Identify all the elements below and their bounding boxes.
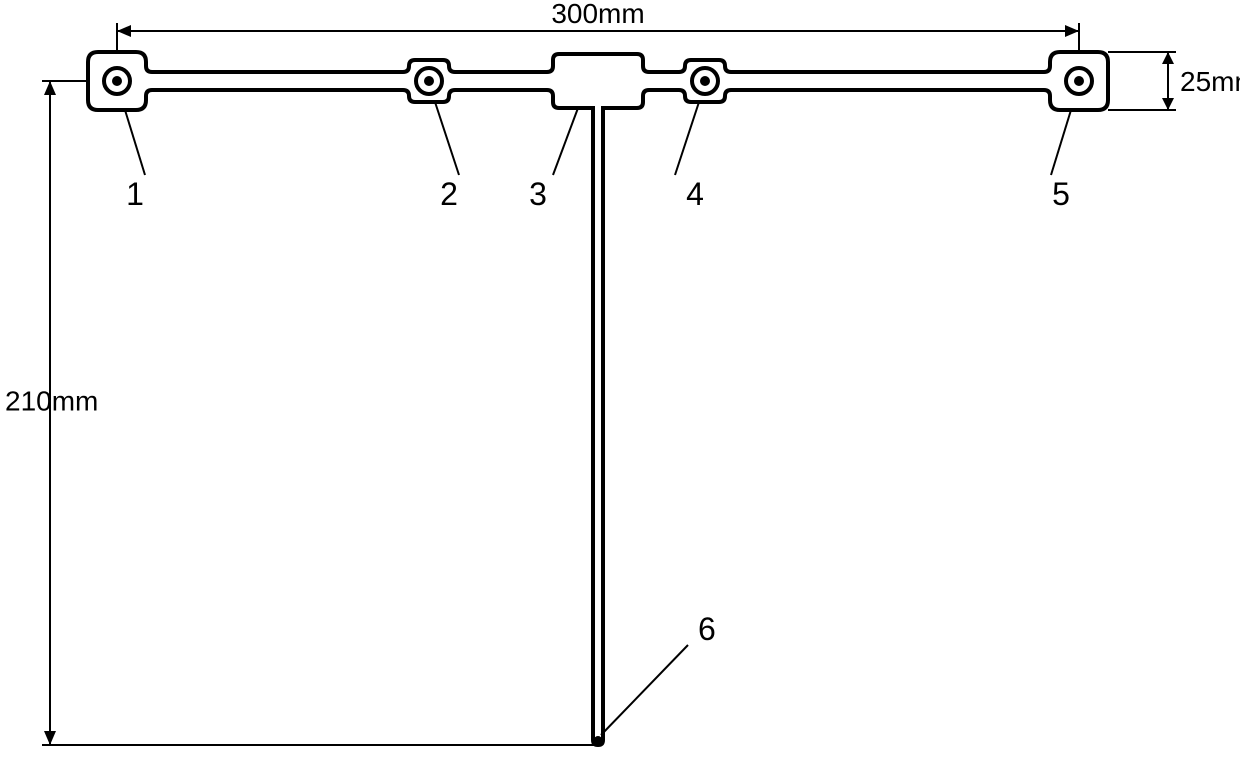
hole-dot-1	[112, 76, 122, 86]
leader-line	[675, 102, 699, 175]
callout-c3: 3	[529, 176, 547, 212]
arrow	[44, 731, 56, 745]
arrow	[1162, 52, 1174, 64]
hole-dot-2	[424, 76, 434, 86]
hole-dot-3	[700, 76, 710, 86]
leader-line	[125, 110, 145, 175]
dim-width-label: 300mm	[551, 0, 644, 29]
engineering-diagram: 300mm 25mm 210mm 1 2 3 4 5 6	[0, 0, 1240, 779]
arrow	[117, 25, 131, 37]
dim-node-label: 25mm	[1180, 66, 1240, 97]
stem-end-dot	[594, 736, 602, 744]
callout-c1: 1	[126, 176, 144, 212]
leader-line	[553, 108, 578, 175]
manifold-outline	[88, 52, 1108, 745]
callout-c5: 5	[1052, 176, 1070, 212]
leader-line	[601, 645, 688, 735]
arrow	[1065, 25, 1079, 37]
leader-line	[435, 102, 459, 175]
callout-c6: 6	[698, 611, 716, 647]
leader-line	[1051, 110, 1071, 175]
dim-height-label: 210mm	[5, 386, 98, 417]
callout-c4: 4	[686, 176, 704, 212]
hole-dot-4	[1074, 76, 1084, 86]
arrow	[1162, 98, 1174, 110]
callout-c2: 2	[440, 176, 458, 212]
arrow	[44, 81, 56, 95]
